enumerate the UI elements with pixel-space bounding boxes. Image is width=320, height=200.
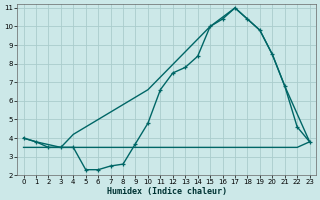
X-axis label: Humidex (Indice chaleur): Humidex (Indice chaleur) [107, 187, 227, 196]
